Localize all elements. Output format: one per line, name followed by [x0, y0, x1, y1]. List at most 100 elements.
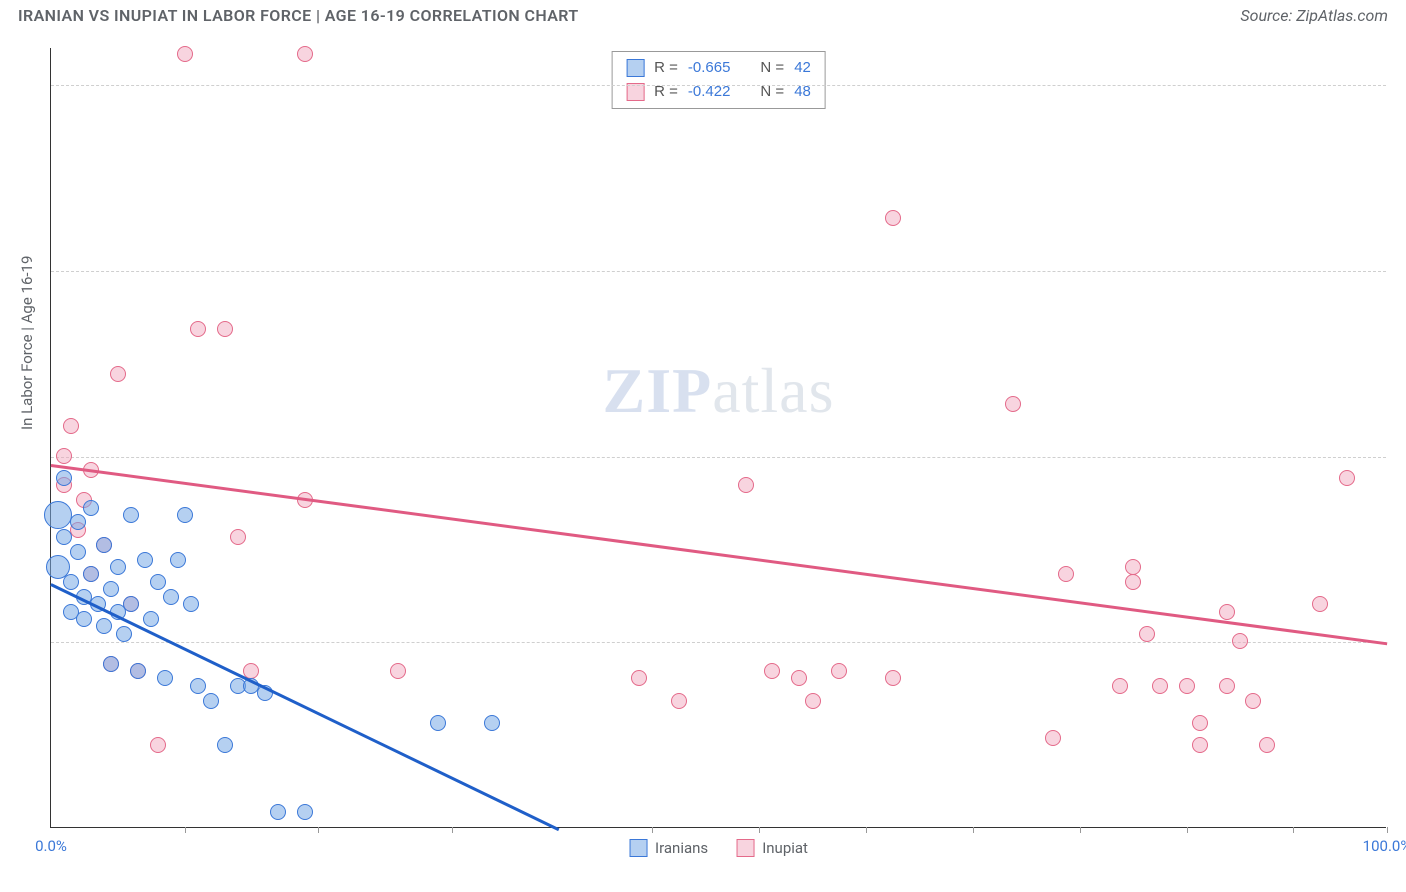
- data-point-iranians: [297, 804, 313, 820]
- data-point-inupiat: [738, 477, 754, 493]
- data-point-iranians: [83, 566, 99, 582]
- data-point-iranians: [56, 529, 72, 545]
- data-point-iranians: [203, 693, 219, 709]
- swatch-blue: [626, 59, 644, 77]
- trendline-inupiat: [51, 464, 1387, 645]
- data-point-inupiat: [671, 693, 687, 709]
- data-point-inupiat: [1245, 693, 1261, 709]
- gridline: [51, 85, 1386, 86]
- data-point-inupiat: [1005, 396, 1021, 412]
- data-point-iranians: [96, 618, 112, 634]
- data-point-iranians: [217, 737, 233, 753]
- data-point-iranians: [157, 670, 173, 686]
- data-point-inupiat: [56, 448, 72, 464]
- data-point-inupiat: [1179, 678, 1195, 694]
- x-tick-mark: [1187, 827, 1188, 833]
- swatch-blue: [629, 839, 647, 857]
- data-point-iranians: [130, 663, 146, 679]
- data-point-iranians: [190, 678, 206, 694]
- data-point-iranians: [76, 611, 92, 627]
- scatter-chart: ZIPatlas R = -0.665 N = 42 R = -0.422 N …: [50, 48, 1386, 828]
- y-axis-label: In Labor Force | Age 16-19: [18, 256, 36, 430]
- data-point-inupiat: [885, 210, 901, 226]
- data-point-iranians: [83, 500, 99, 516]
- legend-item-inupiat: Inupiat: [736, 839, 808, 857]
- data-point-iranians: [484, 715, 500, 731]
- data-point-iranians: [123, 596, 139, 612]
- data-point-iranians: [70, 514, 86, 530]
- data-point-iranians: [70, 544, 86, 560]
- data-point-iranians: [137, 552, 153, 568]
- data-point-inupiat: [1219, 604, 1235, 620]
- data-point-inupiat: [1125, 559, 1141, 575]
- title-bar: IRANIAN VS INUPIAT IN LABOR FORCE | AGE …: [0, 0, 1406, 31]
- data-point-iranians: [143, 611, 159, 627]
- data-point-iranians: [163, 589, 179, 605]
- x-tick-mark: [1387, 827, 1388, 833]
- x-tick-label: 100.0%: [1363, 837, 1406, 855]
- data-point-iranians: [170, 552, 186, 568]
- data-point-inupiat: [805, 693, 821, 709]
- x-tick-mark: [973, 827, 974, 833]
- y-tick-label: 25.0%: [1396, 633, 1406, 651]
- data-point-inupiat: [1232, 633, 1248, 649]
- data-point-inupiat: [1139, 626, 1155, 642]
- correlation-stats-box: R = -0.665 N = 42 R = -0.422 N = 48: [611, 51, 826, 109]
- data-point-iranians: [270, 804, 286, 820]
- x-tick-mark: [652, 827, 653, 833]
- gridline: [51, 642, 1386, 643]
- watermark: ZIPatlas: [603, 354, 835, 428]
- data-point-inupiat: [791, 670, 807, 686]
- data-point-inupiat: [110, 366, 126, 382]
- data-point-iranians: [56, 470, 72, 486]
- data-point-inupiat: [1058, 566, 1074, 582]
- x-tick-mark: [318, 827, 319, 833]
- y-tick-label: 50.0%: [1396, 448, 1406, 466]
- data-point-iranians: [123, 507, 139, 523]
- data-point-iranians: [103, 581, 119, 597]
- data-point-iranians: [63, 574, 79, 590]
- data-point-iranians: [183, 596, 199, 612]
- y-tick-label: 75.0%: [1396, 262, 1406, 280]
- gridline: [51, 271, 1386, 272]
- data-point-inupiat: [831, 663, 847, 679]
- chart-title: IRANIAN VS INUPIAT IN LABOR FORCE | AGE …: [18, 6, 579, 25]
- x-tick-mark: [866, 827, 867, 833]
- data-point-inupiat: [1192, 737, 1208, 753]
- data-point-iranians: [430, 715, 446, 731]
- data-point-inupiat: [150, 737, 166, 753]
- data-point-inupiat: [1112, 678, 1128, 694]
- trendline-iranians: [50, 583, 559, 830]
- data-point-iranians: [44, 501, 72, 529]
- legend: Iranians Inupiat: [629, 839, 808, 857]
- legend-item-iranians: Iranians: [629, 839, 708, 857]
- data-point-inupiat: [1259, 737, 1275, 753]
- data-point-inupiat: [230, 529, 246, 545]
- data-point-inupiat: [190, 321, 206, 337]
- data-point-inupiat: [885, 670, 901, 686]
- stats-row-blue: R = -0.665 N = 42: [626, 56, 811, 80]
- data-point-iranians: [150, 574, 166, 590]
- x-tick-mark: [759, 827, 760, 833]
- data-point-inupiat: [631, 670, 647, 686]
- y-tick-label: 100.0%: [1396, 76, 1406, 94]
- data-point-inupiat: [390, 663, 406, 679]
- data-point-iranians: [96, 537, 112, 553]
- stats-row-pink: R = -0.422 N = 48: [626, 80, 811, 104]
- data-point-inupiat: [1312, 596, 1328, 612]
- data-point-iranians: [110, 559, 126, 575]
- gridline: [51, 457, 1386, 458]
- data-point-inupiat: [764, 663, 780, 679]
- data-point-inupiat: [297, 46, 313, 62]
- swatch-pink: [736, 839, 754, 857]
- source-label: Source: ZipAtlas.com: [1240, 6, 1388, 25]
- data-point-iranians: [116, 626, 132, 642]
- data-point-iranians: [103, 656, 119, 672]
- data-point-inupiat: [1219, 678, 1235, 694]
- data-point-inupiat: [1192, 715, 1208, 731]
- x-tick-mark: [185, 827, 186, 833]
- data-point-inupiat: [177, 46, 193, 62]
- data-point-inupiat: [1125, 574, 1141, 590]
- x-tick-mark: [452, 827, 453, 833]
- data-point-inupiat: [1339, 470, 1355, 486]
